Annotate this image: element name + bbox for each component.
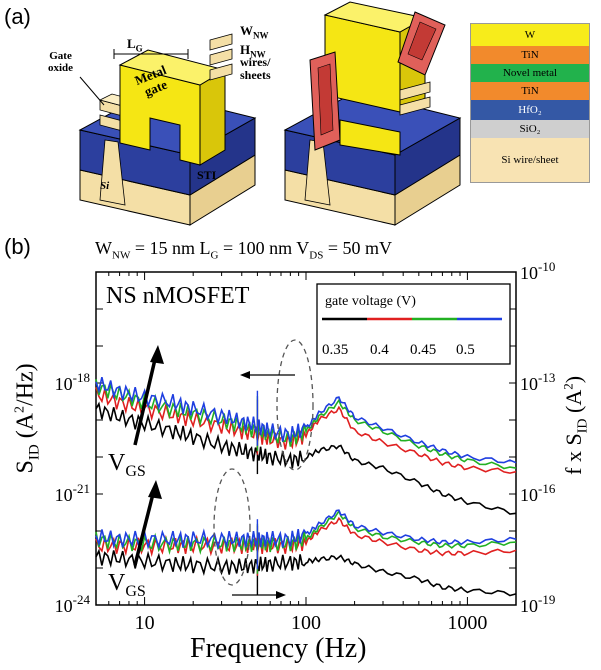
y-tick-label-left: 10-21: [55, 481, 90, 505]
x-tick-label: 10: [135, 612, 155, 634]
stack-layer: TiN: [471, 46, 589, 64]
gate-oxide-label: Gate oxide: [48, 50, 74, 74]
fsid-series-0.35: [95, 548, 517, 597]
nw-dimension-labels: WNW HNW: [240, 23, 269, 60]
stack-layer: SiO₂: [471, 120, 589, 138]
ylabel-right: f x SID (A2): [560, 375, 591, 475]
legend-value: 0.35: [322, 342, 348, 358]
xlabel: Frequency (Hz): [190, 633, 367, 664]
stack-layer: HfO₂: [471, 100, 589, 120]
y-tick-label-right: 10-13: [520, 370, 555, 394]
stack-layer: Novel metal: [471, 64, 589, 82]
gate-stack-legend: W TiN Novel metal TiN HfO₂ SiO₂ Si wire/sheet: [470, 23, 590, 183]
arrow-right-head: [276, 591, 286, 599]
wires-sheets-label: wires/ sheets: [240, 55, 271, 82]
legend-box: [316, 283, 511, 365]
dashed-ellipse-bottom: [213, 468, 251, 586]
sti-label: STI: [197, 168, 217, 182]
dashed-ellipse-top: [276, 339, 314, 471]
arrow-left-head: [240, 371, 250, 379]
fsid-series-0.5: [95, 509, 517, 551]
legend-title: gate voltage (V): [325, 294, 416, 309]
sid-series-0.45: [95, 379, 517, 470]
x-tick-label: 1000: [447, 612, 487, 634]
y-tick-label-right: 10-19: [520, 592, 555, 616]
chart-title: NS nMOSFET: [106, 283, 250, 309]
stack-layer: Si wire/sheet: [471, 138, 589, 182]
legend-value: 0.4: [370, 342, 389, 358]
vgs-arrow-bottom-head: [148, 480, 162, 499]
panel-b-label: (b): [4, 234, 31, 259]
gate-oxide-pointer: [79, 76, 105, 106]
legend-value: 0.5: [456, 342, 475, 358]
fsid-series-0.45: [95, 509, 517, 556]
x-tick-label: 100: [291, 612, 321, 634]
legend-value: 0.45: [410, 342, 436, 358]
stack-layer: TiN: [471, 82, 589, 100]
y-tick-label-right: 10-10: [520, 259, 555, 283]
y-tick-label-left: 10-24: [55, 592, 91, 616]
vgs-arrow-top: [133, 354, 158, 446]
vgs-arrow-bottom: [133, 489, 156, 566]
panel-a-label: (a): [4, 4, 31, 29]
sid-series-0.35: [95, 401, 517, 515]
device-left: [78, 33, 257, 226]
device-schematics: [78, 1, 462, 226]
sid-series-0.5: [95, 377, 517, 464]
y-tick-label-left: 10-18: [55, 370, 90, 394]
vgs-label: VGS: [108, 450, 146, 480]
ylabel-left: SID (A2/Hz): [12, 363, 43, 474]
si-label: Si: [100, 180, 110, 192]
lg-dimension-line: [113, 49, 189, 59]
measurement-conditions: WNW = 15 nm LG = 100 nm VDS = 50 mV: [95, 238, 392, 262]
vgs-arrow-top-head: [150, 345, 164, 364]
device-middle: [283, 1, 462, 226]
vgs-label: VGS: [108, 570, 146, 600]
lg-label: LG: [127, 36, 143, 54]
y-tick-label-right: 10-16: [520, 481, 556, 505]
stack-layer: W: [471, 24, 589, 46]
